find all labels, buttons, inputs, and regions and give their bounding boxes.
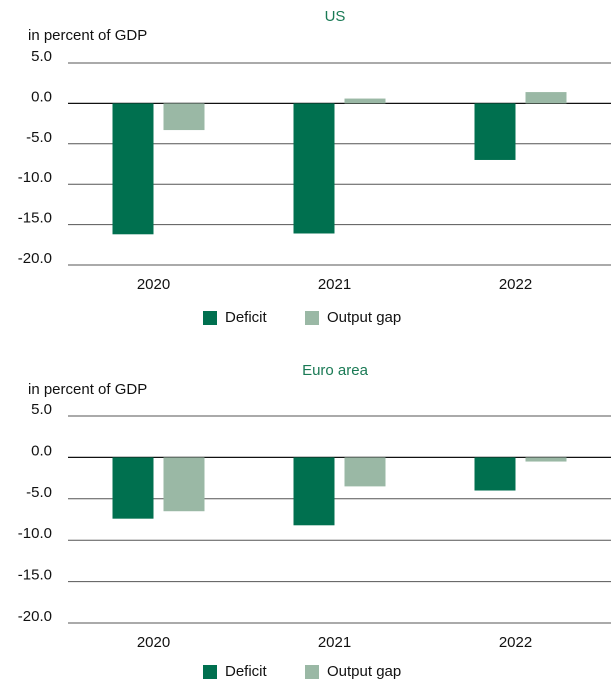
x-tick-label: 2020 — [137, 634, 170, 651]
bar — [525, 457, 567, 462]
bar — [163, 457, 205, 512]
y-tick-label: -20.0 — [18, 608, 52, 625]
y-tick-label: -15.0 — [18, 567, 52, 584]
bar — [344, 457, 386, 487]
legend-swatch — [203, 311, 217, 325]
chart-title: Euro area — [302, 362, 369, 379]
legend-swatch — [305, 311, 319, 325]
y-tick-label: 5.0 — [31, 48, 52, 65]
x-tick-label: 2020 — [137, 276, 170, 293]
legend-label: Output gap — [327, 663, 401, 680]
bar — [474, 457, 516, 491]
chart-title: US — [325, 8, 346, 25]
y-tick-label: 0.0 — [31, 442, 52, 459]
bar — [112, 457, 154, 519]
bar — [474, 103, 516, 160]
y-tick-label: -15.0 — [18, 210, 52, 227]
legend-label: Deficit — [225, 309, 268, 326]
bar — [293, 103, 335, 234]
x-tick-label: 2022 — [499, 634, 532, 651]
x-tick-label: 2021 — [318, 276, 351, 293]
x-tick-label: 2022 — [499, 276, 532, 293]
y-tick-label: -20.0 — [18, 250, 52, 267]
legend-swatch — [203, 665, 217, 679]
legend-swatch — [305, 665, 319, 679]
bar — [112, 103, 154, 235]
y-tick-label: 0.0 — [31, 88, 52, 105]
y-tick-label: -10.0 — [18, 525, 52, 542]
y-axis-label: in percent of GDP — [28, 381, 147, 398]
legend-label: Deficit — [225, 663, 268, 680]
y-axis-label: in percent of GDP — [28, 27, 147, 44]
bar — [293, 457, 335, 526]
bar — [525, 92, 567, 104]
y-tick-label: -10.0 — [18, 169, 52, 186]
y-tick-label: -5.0 — [26, 129, 52, 146]
bar — [344, 98, 386, 104]
legend-label: Output gap — [327, 309, 401, 326]
y-tick-label: 5.0 — [31, 401, 52, 418]
y-tick-label: -5.0 — [26, 484, 52, 501]
bar — [163, 103, 205, 131]
x-tick-label: 2021 — [318, 634, 351, 651]
